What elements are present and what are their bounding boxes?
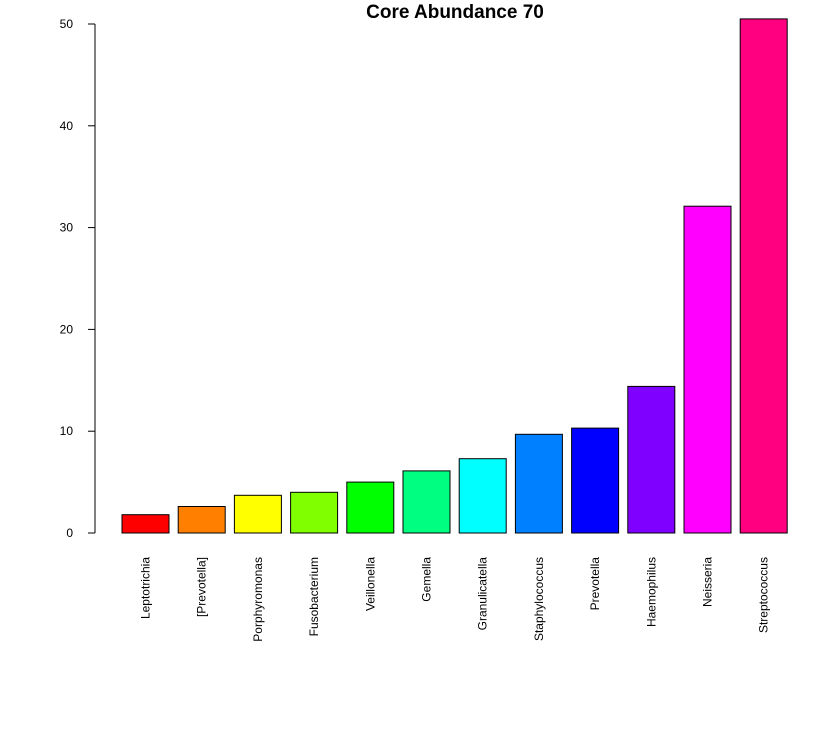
x-axis-labels: Leptotrichia [Prevotella] Porphyromonas Fus… bbox=[139, 557, 771, 642]
bar-haemophilus bbox=[627, 385, 676, 534]
y-tick-label: 50 bbox=[60, 17, 74, 31]
y-axis: 0 10 20 30 40 50 bbox=[60, 17, 96, 540]
bars bbox=[121, 18, 788, 534]
x-tick-label: [Prevotella] bbox=[195, 557, 209, 617]
y-tick-label: 40 bbox=[60, 119, 74, 133]
bar-neisseria bbox=[683, 205, 732, 534]
bar-staphylococcus bbox=[514, 433, 563, 534]
x-tick-label: Fusobacterium bbox=[307, 557, 321, 636]
bar-gemella bbox=[402, 470, 451, 534]
y-tick-label: 20 bbox=[60, 322, 74, 336]
bar-prevotella bbox=[571, 427, 620, 534]
x-tick-label: Haemophilus bbox=[644, 557, 658, 627]
bar-prevotella bbox=[177, 506, 226, 534]
y-tick-label: 0 bbox=[66, 526, 73, 540]
chart-title: Core Abundance 70 bbox=[366, 2, 544, 23]
bar-fusobacterium bbox=[290, 491, 339, 534]
y-tick-label: 30 bbox=[60, 221, 74, 235]
bar-veillonella bbox=[346, 481, 395, 534]
bar-streptococcus bbox=[739, 18, 788, 534]
bar-granulicatella bbox=[458, 458, 507, 534]
x-tick-label: Staphylococcus bbox=[532, 557, 546, 641]
bar-porphyromonas bbox=[233, 494, 282, 534]
x-tick-label: Leptotrichia bbox=[139, 557, 153, 619]
bar-leptotrichia bbox=[121, 514, 170, 534]
x-tick-label: Gemella bbox=[420, 557, 434, 602]
x-tick-label: Neisseria bbox=[701, 557, 715, 607]
x-tick-label: Veillonella bbox=[363, 557, 377, 611]
x-tick-label: Granulicatella bbox=[476, 557, 490, 631]
y-tick-label: 10 bbox=[60, 424, 74, 438]
x-tick-label: Streptococcus bbox=[757, 557, 771, 633]
x-tick-label: Porphyromonas bbox=[251, 557, 265, 642]
x-tick-label: Prevotella bbox=[588, 557, 602, 611]
